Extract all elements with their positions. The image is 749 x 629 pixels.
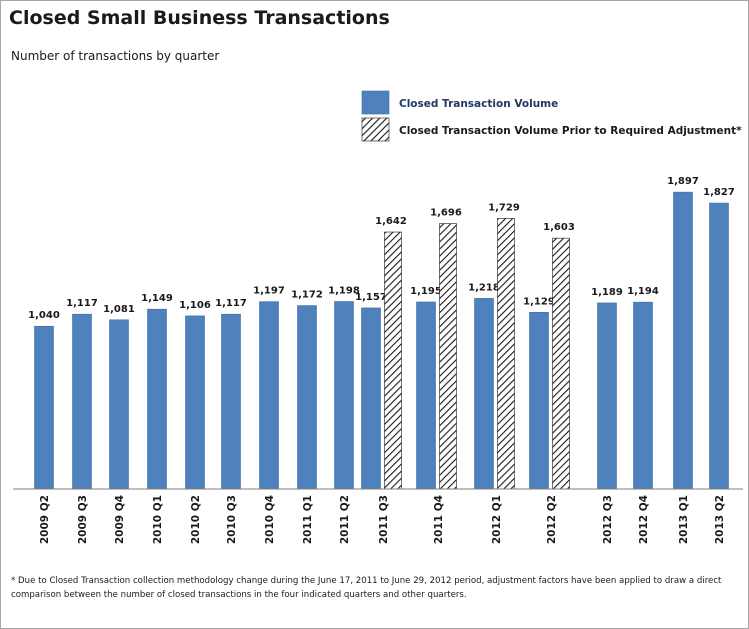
value-label-closed-volume: 1,117: [66, 298, 98, 309]
bar-prior-adjustment-2012-q2: [552, 237, 570, 490]
footnote: * Due to Closed Transaction collection m…: [11, 576, 722, 600]
bar-closed-volume-2010-q1: [147, 308, 167, 490]
bars-group: 1,040 1,117 1,081 1,149 1,106 1,117 1,197 1,172…: [28, 176, 735, 490]
value-label-closed-volume: 1,189: [591, 287, 623, 298]
x-tick-labels: 2009 Q2 2009 Q3 2009 Q4 2010 Q1 2010 Q2 2010 …: [39, 495, 726, 544]
value-label-prior-adjustment: 1,696: [430, 208, 462, 219]
value-label-closed-volume: 1,172: [291, 290, 323, 301]
legend-swatch-prior-adjustment: [361, 117, 390, 142]
x-tick-label: 2010 Q2: [190, 495, 202, 544]
x-tick-label: 2010 Q1: [152, 495, 164, 544]
legend-label-prior-adjustment: Closed Transaction Volume Prior to Requi…: [399, 125, 742, 137]
value-label-prior-adjustment: 1,729: [488, 202, 520, 213]
bar-closed-volume-2011-q4: [416, 301, 436, 490]
x-tick-label: 2011 Q3: [378, 495, 390, 544]
bar-closed-volume-2011-q2: [334, 301, 354, 490]
bar-closed-volume-2010-q4: [259, 301, 279, 490]
value-label-prior-adjustment: 1,603: [543, 222, 575, 233]
value-label-closed-volume: 1,218: [468, 282, 500, 293]
legend-swatch-closed-volume: [361, 90, 390, 115]
value-label-closed-volume: 1,129: [523, 296, 555, 307]
x-tick-label: 2010 Q4: [264, 495, 276, 544]
x-tick-label: 2009 Q2: [39, 495, 51, 544]
value-label-closed-volume: 1,897: [667, 176, 699, 187]
value-label-closed-volume: 1,157: [355, 292, 387, 303]
bar-closed-volume-2009-q2: [34, 325, 54, 490]
x-tick-label: 2011 Q2: [339, 495, 351, 544]
x-tick-label: 2012 Q1: [491, 495, 503, 544]
bar-closed-volume-2009-q3: [72, 313, 92, 490]
legend-label-closed-volume: Closed Transaction Volume: [399, 98, 558, 110]
bar-closed-volume-2011-q3: [361, 307, 381, 490]
x-tick-label: 2012 Q3: [602, 495, 614, 544]
value-label-closed-volume: 1,081: [103, 304, 135, 315]
bar-closed-volume-2009-q4: [109, 319, 129, 490]
value-label-closed-volume: 1,827: [703, 187, 735, 198]
bar-prior-adjustment-2011-q4: [439, 223, 457, 490]
bar-closed-volume-2012-q4: [633, 301, 653, 490]
bar-closed-volume-2013-q1: [673, 191, 693, 490]
x-tick-label: 2012 Q2: [546, 495, 558, 544]
bar-closed-volume-2012-q2: [529, 312, 549, 490]
bar-prior-adjustment-2012-q1: [497, 218, 515, 490]
x-tick-label: 2012 Q4: [638, 495, 650, 544]
x-tick-label: 2009 Q3: [77, 495, 89, 544]
value-label-prior-adjustment: 1,642: [375, 216, 407, 227]
x-tick-label: 2010 Q3: [226, 495, 238, 544]
bar-closed-volume-2013-q2: [709, 202, 729, 490]
x-tick-label: 2013 Q2: [714, 495, 726, 544]
value-label-closed-volume: 1,194: [627, 286, 659, 297]
value-label-closed-volume: 1,040: [28, 310, 60, 321]
bar-closed-volume-2010-q3: [221, 313, 241, 490]
chart-subtitle: Number of transactions by quarter: [11, 49, 220, 63]
value-label-closed-volume: 1,149: [141, 293, 173, 304]
value-label-closed-volume: 1,106: [179, 300, 211, 311]
x-tick-label: 2013 Q1: [678, 495, 690, 544]
value-label-closed-volume: 1,117: [215, 298, 247, 309]
bar-closed-volume-2012-q1: [474, 298, 494, 490]
bar-prior-adjustment-2011-q3: [384, 231, 402, 490]
chart-title: Closed Small Business Transactions: [9, 7, 390, 29]
value-label-closed-volume: 1,195: [410, 286, 442, 297]
bar-closed-volume-2011-q1: [297, 305, 317, 490]
legend: Closed Transaction Volume Closed Transact…: [361, 90, 742, 142]
bar-closed-volume-2010-q2: [185, 315, 205, 490]
value-label-closed-volume: 1,197: [253, 286, 285, 297]
x-tick-label: 2011 Q1: [302, 495, 314, 544]
bar-closed-volume-2012-q3: [597, 302, 617, 490]
value-label-closed-volume: 1,198: [328, 286, 360, 297]
x-tick-label: 2009 Q4: [114, 495, 126, 544]
x-tick-label: 2011 Q4: [433, 495, 445, 544]
